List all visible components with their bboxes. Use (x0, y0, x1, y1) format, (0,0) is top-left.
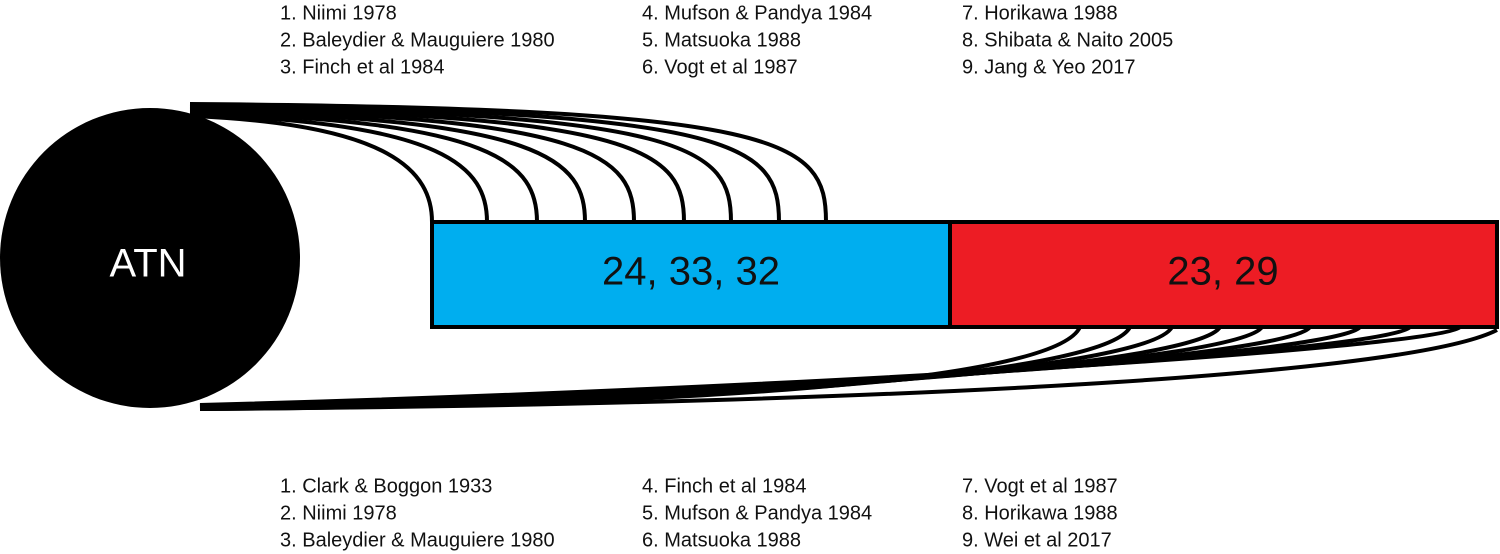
area-box (430, 220, 952, 329)
reference: 5. Mufson & Pandya 1984 (642, 502, 872, 524)
reference: 7. Horikawa 1988 (962, 2, 1118, 24)
reference: 4. Finch et al 1984 (642, 475, 807, 497)
area-box (948, 220, 1499, 329)
fiber (199, 328, 1498, 411)
fiber (189, 112, 489, 223)
reference: 1. Niimi 1978 (280, 2, 397, 24)
reference: 6. Vogt et al 1987 (642, 56, 798, 78)
reference: 7. Vogt et al 1987 (962, 475, 1118, 497)
reference: 3. Baleydier & Mauguiere 1980 (280, 529, 555, 551)
box-label: 24, 33, 32 (602, 250, 780, 294)
reference: 8. Shibata & Naito 2005 (962, 29, 1173, 51)
box-label: 23, 29 (1167, 250, 1278, 294)
reference: 2. Baleydier & Mauguiere 1980 (280, 29, 555, 51)
reference: 6. Matsuoka 1988 (642, 529, 801, 551)
reference: 3. Finch et al 1984 (280, 56, 445, 78)
reference: 9. Wei et al 2017 (962, 529, 1112, 551)
fiber (189, 105, 733, 223)
atn-node (0, 108, 300, 408)
reference: 2. Niimi 1978 (280, 502, 397, 524)
reference: 8. Horikawa 1988 (962, 502, 1118, 524)
fiber (189, 111, 539, 223)
node-label: ATN (109, 242, 186, 286)
fiber (189, 102, 828, 223)
reference: 1. Clark & Boggon 1933 (280, 475, 492, 497)
fiber (189, 103, 781, 223)
reference: 4. Mufson & Pandya 1984 (642, 2, 872, 24)
fiber (189, 108, 636, 223)
reference: 9. Jang & Yeo 2017 (962, 56, 1136, 78)
fiber (189, 109, 587, 223)
reference: 5. Matsuoka 1988 (642, 29, 801, 51)
fiber (199, 325, 1462, 407)
fiber (189, 106, 686, 223)
fiber (189, 114, 434, 223)
